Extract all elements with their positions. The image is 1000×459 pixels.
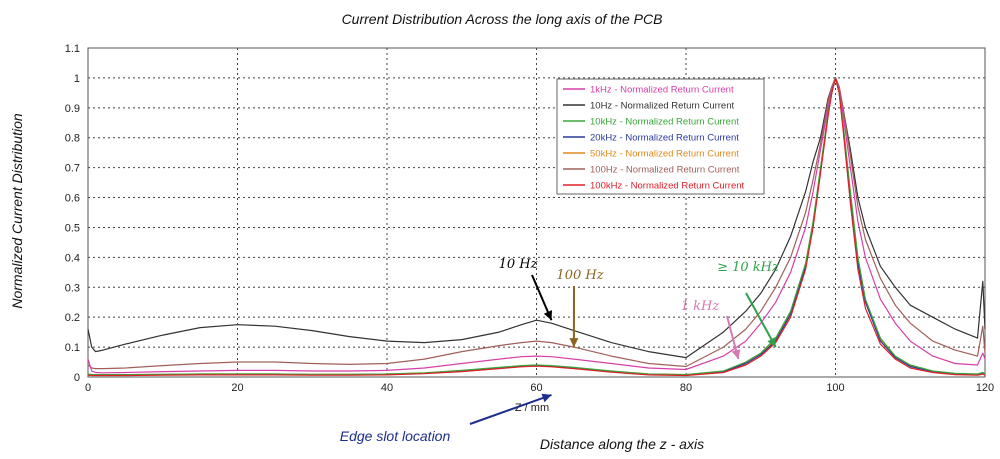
- x-axis-label: Distance along the z - axis: [540, 436, 704, 452]
- y-tick-label: 0.6: [65, 193, 80, 205]
- y-tick-label: 0.8: [65, 133, 80, 145]
- series-line: [87, 77, 986, 376]
- annotation-label: ≥ 10 kHz: [717, 260, 779, 275]
- y-tick-label: 0.9: [65, 103, 80, 115]
- x-tick-label: 120: [976, 382, 994, 394]
- legend-entry: 10Hz - Normalized Return Current: [590, 101, 734, 112]
- annotations: 10 Hz 100 Hz 1 kHz ≥ 10 kHz Edge slot locati…: [340, 257, 779, 444]
- legend: 1kHz - Normalized Return Current 10Hz - N…: [556, 78, 765, 195]
- x-tick-label: 100: [826, 382, 844, 394]
- annotation-arrowhead: [569, 338, 579, 348]
- series-line: [87, 77, 986, 376]
- x-tick-label: 20: [231, 382, 243, 394]
- annotation-arrow: [745, 292, 777, 348]
- grid: [88, 48, 985, 377]
- annotation-label: 10 Hz: [499, 257, 538, 272]
- x-tick-label: 0: [85, 382, 91, 394]
- y-tick-label: 0.7: [65, 163, 80, 175]
- legend-entry: 100Hz - Normalized Return Current: [590, 165, 740, 176]
- annotation-arrowhead: [543, 310, 552, 321]
- series-line: [87, 77, 986, 370]
- legend-entry: 50kHz - Normalized Return Current: [590, 149, 739, 160]
- legend-box: [556, 78, 765, 195]
- x-tick-label: 60: [530, 382, 542, 394]
- annotation-label: Edge slot location: [340, 428, 451, 444]
- x-tick-label: 80: [680, 382, 692, 394]
- annotation-label: 1 kHz: [681, 299, 720, 314]
- y-axis-label: Normalized Current Distribution: [9, 113, 25, 309]
- y-tick-label: 0.4: [65, 252, 80, 264]
- y-tick-label: 1: [74, 73, 80, 85]
- x-tick-label: 40: [381, 382, 393, 394]
- y-tick-label: 0.1: [65, 342, 80, 354]
- series-line: [87, 77, 986, 376]
- y-tick-label: 0.2: [65, 312, 80, 324]
- annotation-arrowhead: [767, 337, 776, 348]
- series-line: [87, 77, 986, 377]
- legend-entry: 10kHz - Normalized Return Current: [590, 117, 739, 128]
- series-line: [87, 77, 986, 359]
- annotation-arrowhead: [731, 349, 741, 360]
- legend-entry: 100kHz - Normalized Return Current: [590, 181, 745, 192]
- annotation-label: 100 Hz: [556, 268, 603, 283]
- x-axis-unit-label: Z / mm: [515, 402, 549, 414]
- legend-entry: 1kHz - Normalized Return Current: [590, 85, 734, 96]
- y-tick-label: 0.3: [65, 282, 80, 294]
- legend-entry: 20kHz - Normalized Return Current: [590, 133, 739, 144]
- plot-frame: [87, 47, 986, 378]
- chart-title: Current Distribution Across the long axi…: [342, 11, 663, 27]
- annotation-arrowhead: [541, 393, 552, 403]
- y-tick-label: 0: [74, 372, 80, 384]
- series-lines: [87, 77, 986, 377]
- tick-labels: 0 20 40 60 80 100 120 0 0.1 0.2 0.3 0.4 0.5 0.6 0.7 0.8…: [65, 43, 994, 394]
- annotation-arrow: [469, 394, 552, 425]
- y-tick-label: 0.5: [65, 222, 80, 234]
- y-tick-label: 1.1: [65, 43, 80, 55]
